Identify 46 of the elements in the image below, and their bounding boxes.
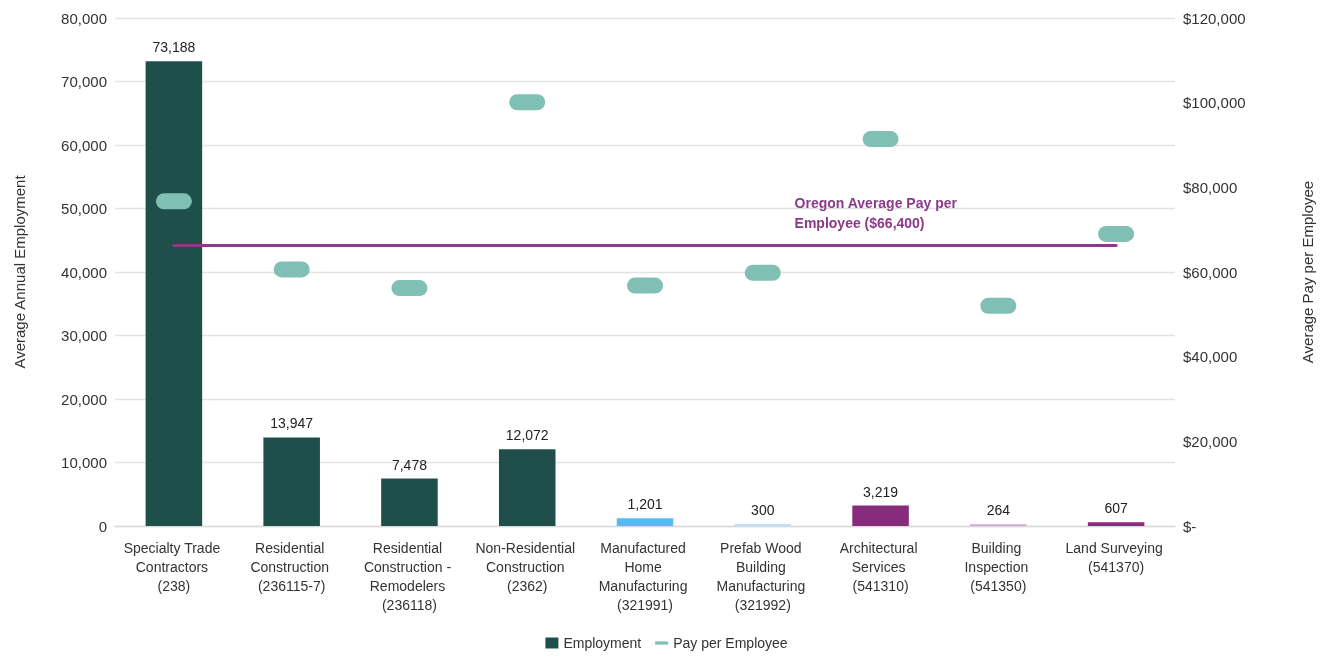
- y-tick-label: 50,000: [61, 200, 107, 217]
- y2-axis-title: Average Pay per Employee: [1299, 180, 1316, 364]
- x-tick-label: Architectural Services (541310): [839, 539, 922, 594]
- y-tick-label: 40,000: [61, 263, 107, 281]
- bar: [145, 61, 203, 526]
- x-tick-label: Non-Residential Construction (2362): [475, 539, 579, 594]
- x-tick-label: Land Surveying (541370): [1065, 539, 1167, 575]
- y-tick-label: 0: [98, 517, 107, 535]
- x-tick-label: Building Inspection (541350): [964, 539, 1033, 594]
- y-axis-title: Average Annual Employment: [11, 174, 28, 369]
- y2-tick-label: $100,000: [1183, 94, 1246, 112]
- legend-label: Pay per Employee: [673, 635, 788, 651]
- data-label: 1,201: [627, 496, 663, 513]
- data-label: 607: [1104, 500, 1128, 517]
- y-tick-label: 10,000: [61, 454, 107, 471]
- data-label: 3,219: [863, 483, 899, 500]
- y-tick-label: 20,000: [61, 390, 107, 408]
- x-tick-label: Specialty Trade Contractors (238): [123, 539, 225, 594]
- x-tick-label: Prefab Wood Building Manufacturing (321992): [716, 539, 810, 613]
- bar: [498, 449, 556, 526]
- bar: [1087, 522, 1145, 526]
- ref-line-label: Oregon Average Pay per Employee ($66,400): [794, 194, 961, 231]
- legend-label: Employment: [563, 635, 642, 651]
- y-tick-label: 60,000: [61, 136, 107, 154]
- bar: [616, 518, 674, 526]
- y2-tick-label: $40,000: [1183, 348, 1238, 366]
- y-tick-label: 80,000: [61, 9, 107, 27]
- bar: [381, 478, 438, 526]
- data-label: 264: [986, 502, 1011, 519]
- bar: [263, 437, 320, 526]
- data-label: 300: [751, 502, 775, 519]
- x-tick-label: Residential Construction (236115-7): [250, 539, 333, 594]
- data-label: 7,478: [391, 456, 428, 473]
- data-label: 73,188: [152, 39, 196, 56]
- x-tick-label: Residential Construction - Remodelers (236118): [363, 539, 455, 613]
- y2-tick-label: $60,000: [1183, 263, 1238, 281]
- x-tick-label: Manufactured Home Manufacturing (321991): [598, 539, 692, 613]
- y-tick-label: 30,000: [61, 327, 107, 344]
- y2-tick-label: $120,000: [1183, 9, 1246, 27]
- y2-tick-label: $-: [1183, 517, 1197, 535]
- data-label: 13,947: [270, 415, 314, 432]
- data-label: 12,072: [505, 427, 549, 444]
- y2-tick-label: $20,000: [1183, 432, 1238, 450]
- bar: [852, 505, 909, 526]
- y-tick-label: 70,000: [61, 73, 107, 90]
- y2-tick-label: $80,000: [1183, 178, 1238, 196]
